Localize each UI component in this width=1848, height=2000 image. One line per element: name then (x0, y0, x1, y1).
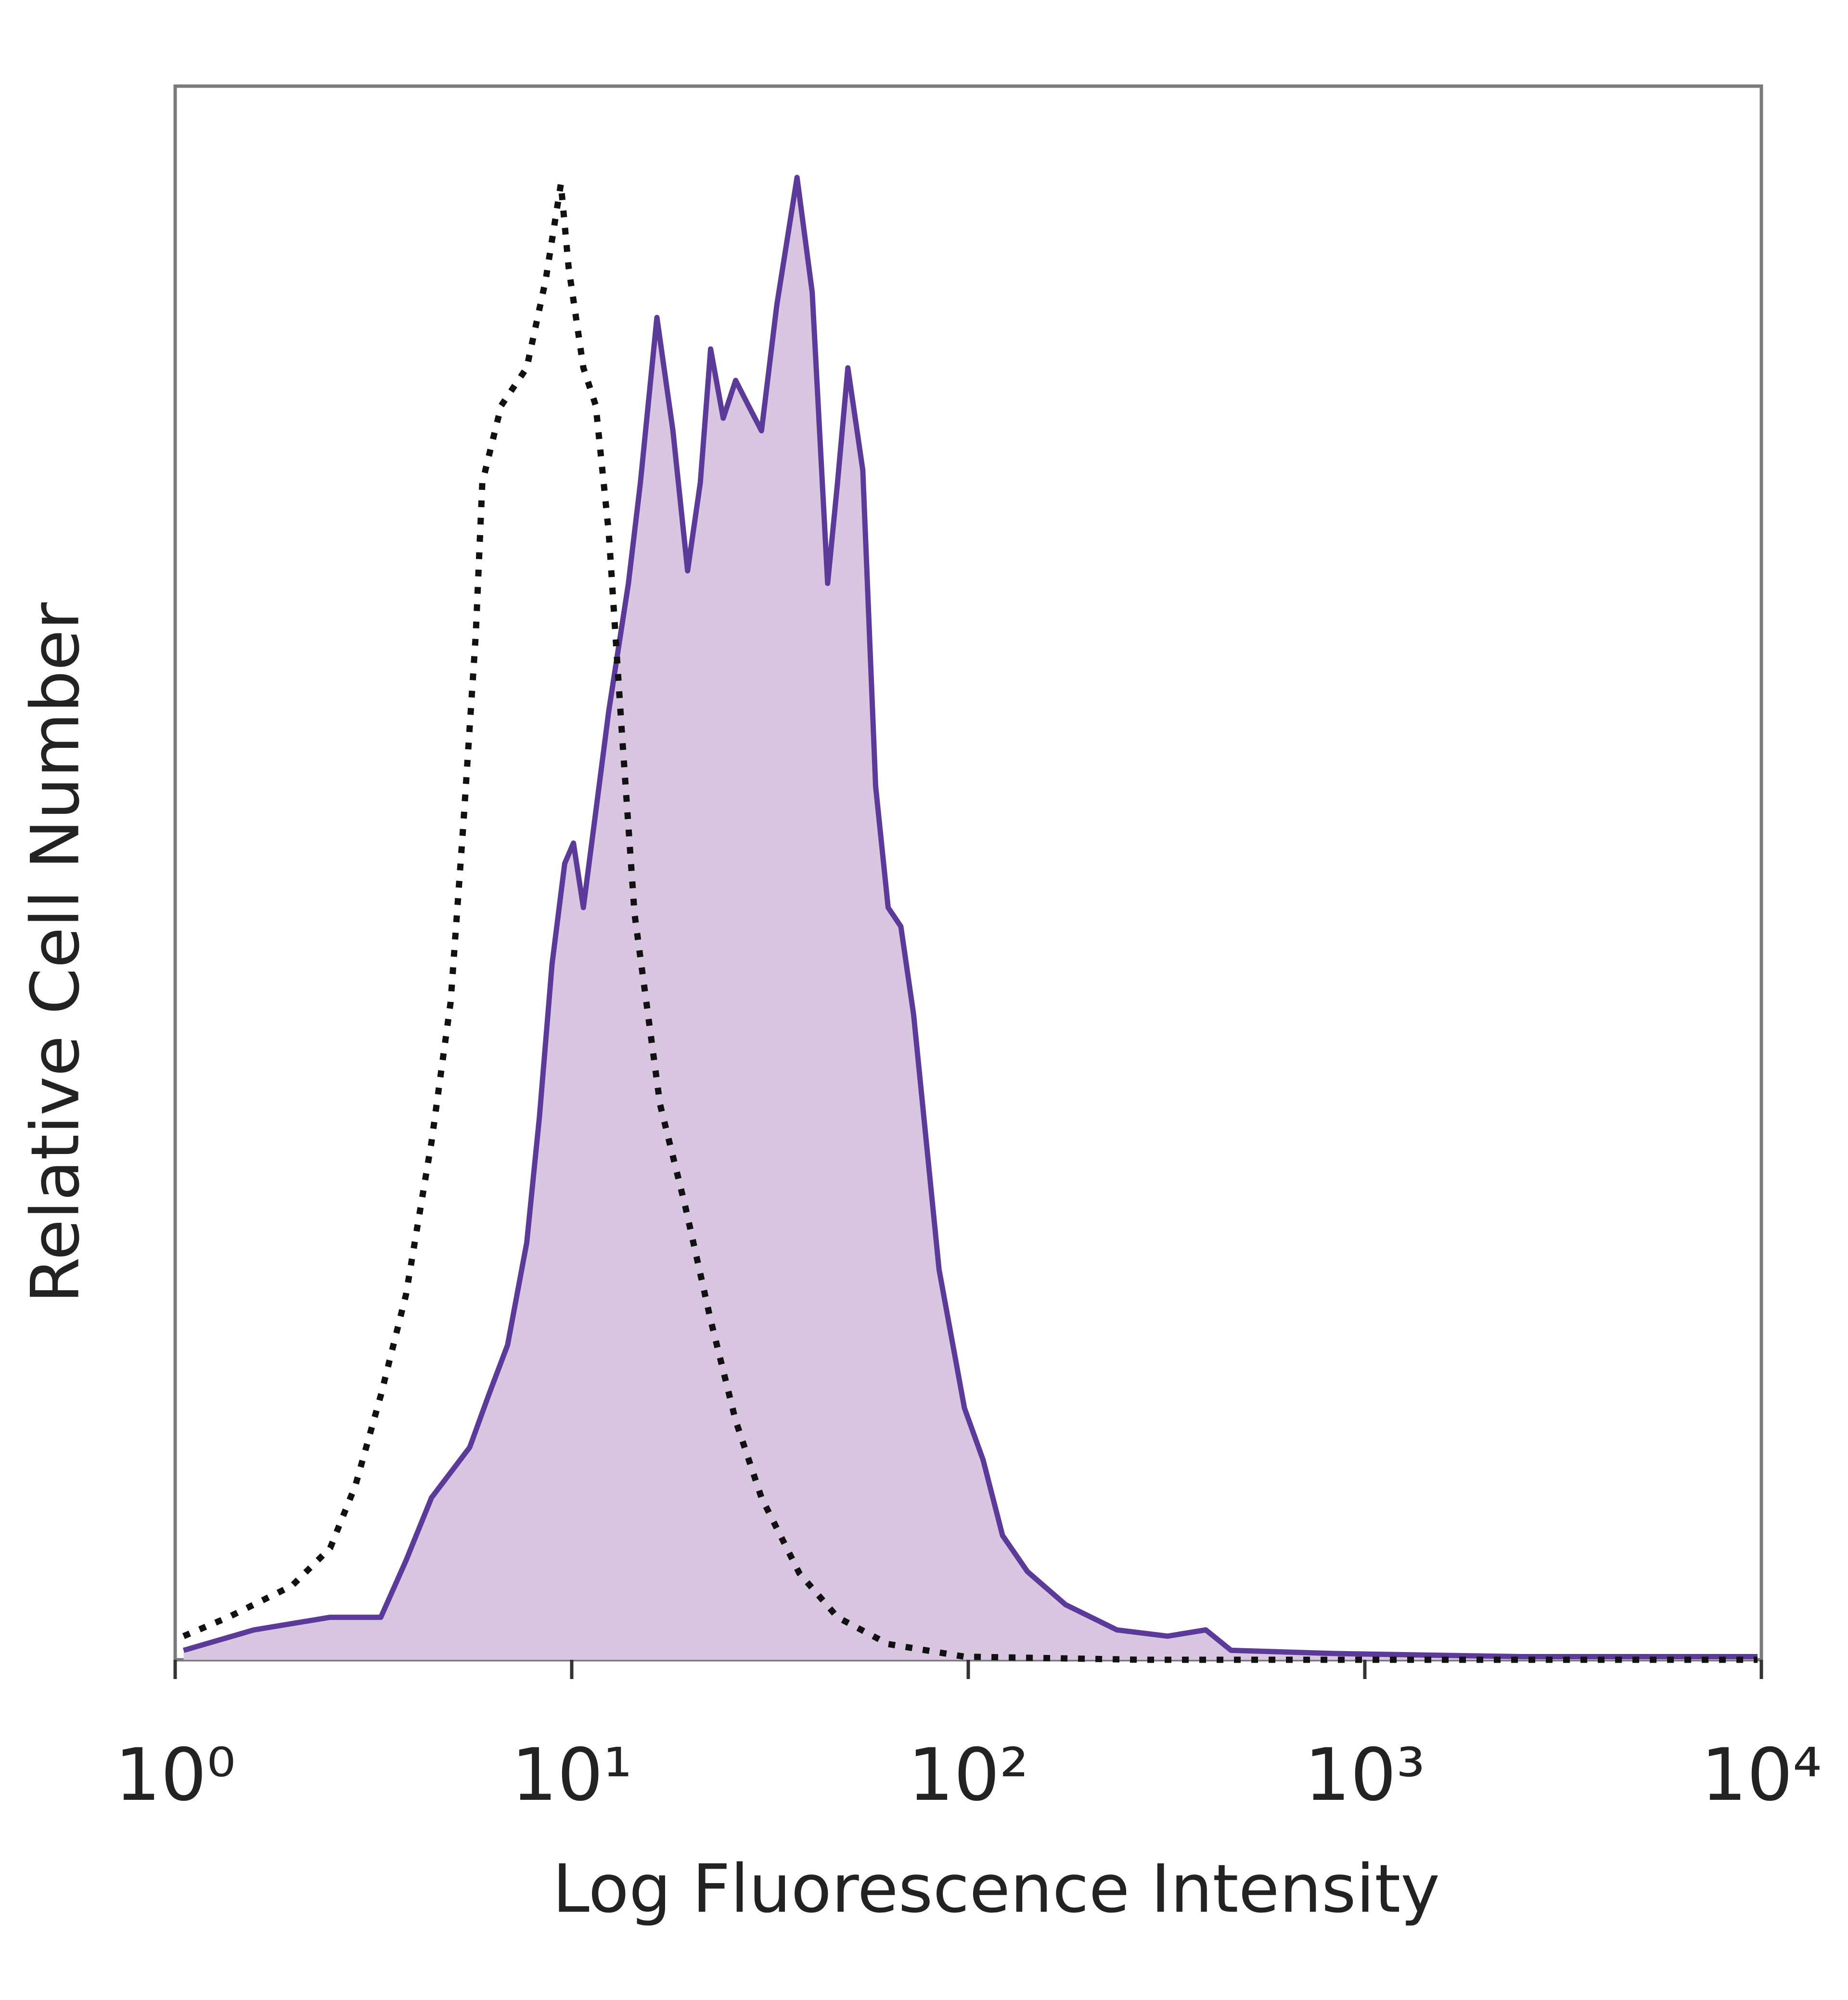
x-tick-label: 10⁰ (115, 1733, 235, 1817)
x-tick-label: 10² (908, 1733, 1028, 1817)
area (183, 177, 1758, 1660)
histogram-line (182, 180, 1758, 1663)
x-tick-label: 10⁴ (1701, 1733, 1822, 1817)
x-tick-label: 10³ (1304, 1733, 1425, 1817)
x-tick-label: 10¹ (511, 1733, 632, 1817)
histogram-line (182, 175, 1758, 1659)
x-axis-title: Log Fluorescence Intensity (552, 1850, 1440, 1928)
y-axis-title: Relative Cell Number (17, 602, 94, 1303)
